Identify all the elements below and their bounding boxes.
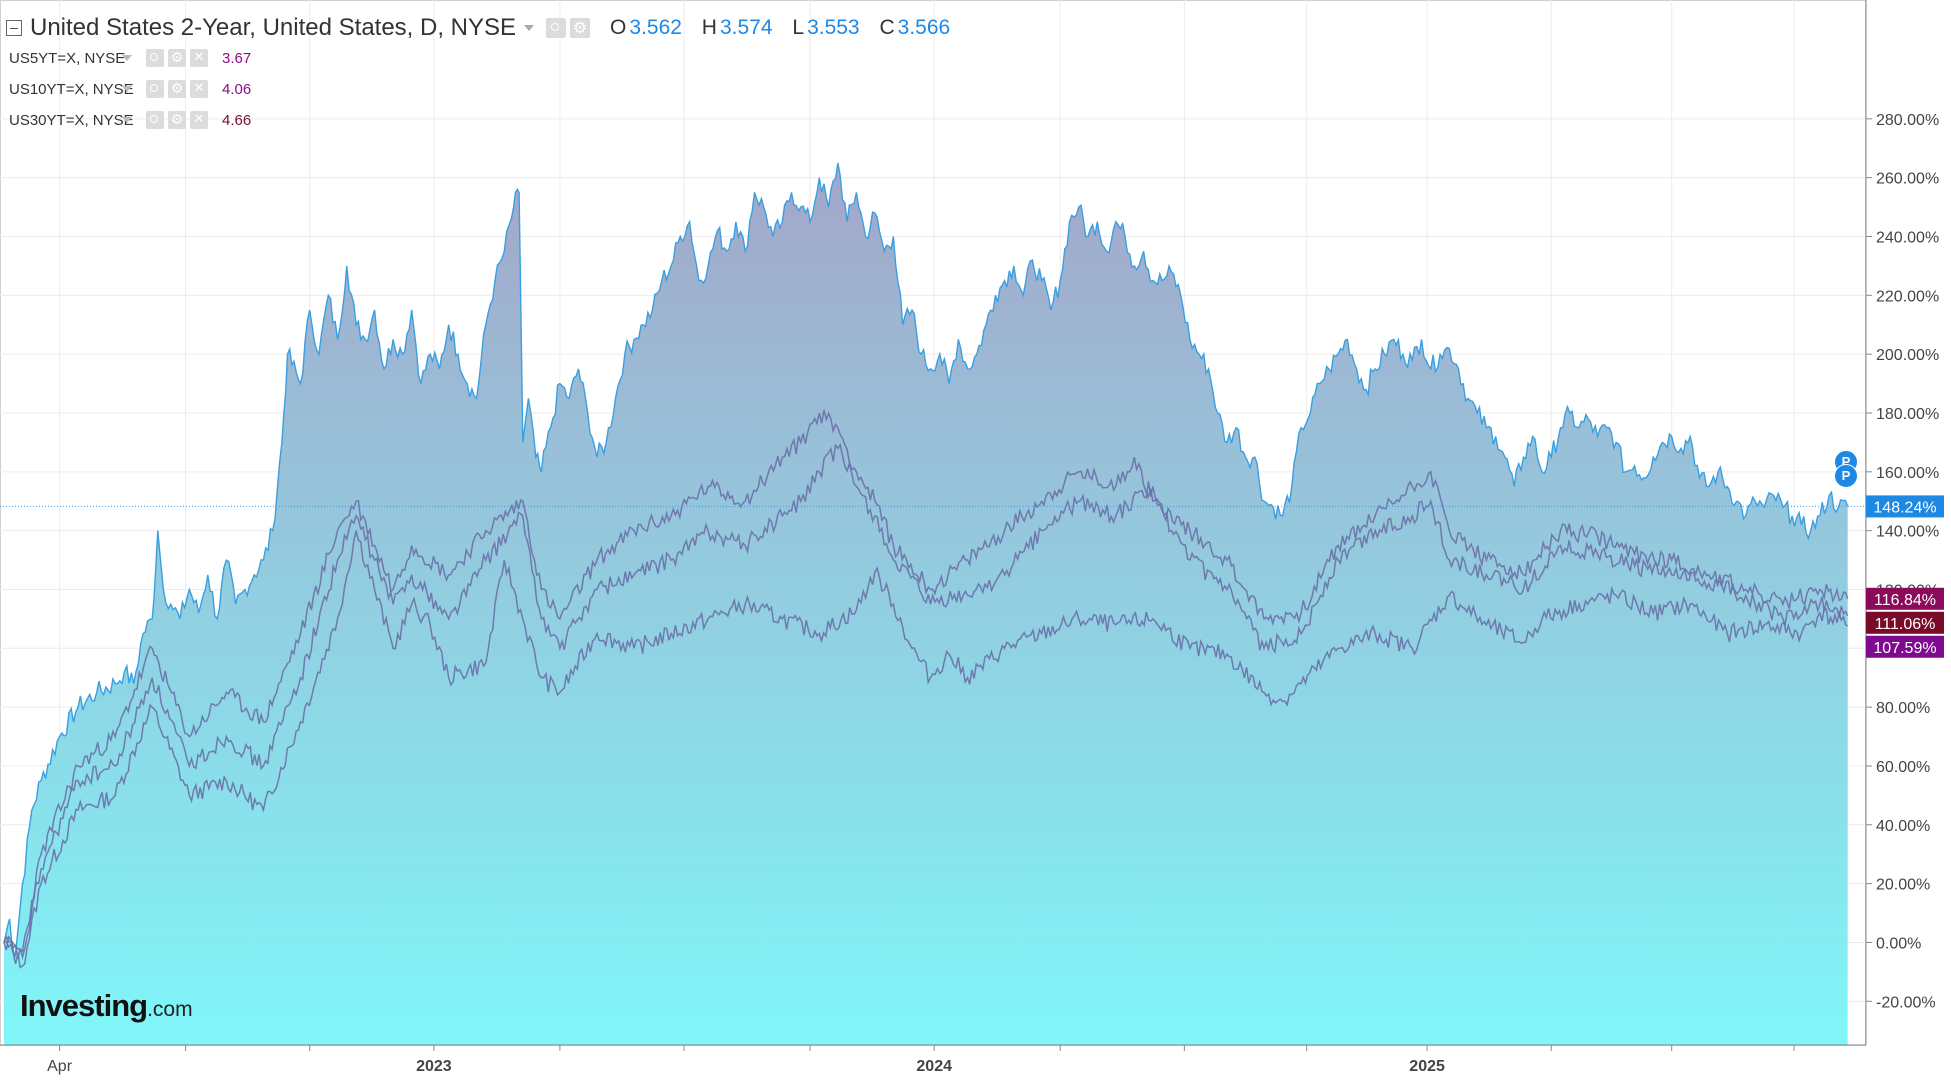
remove-close-icon[interactable] — [190, 111, 208, 129]
investing-logo: Investing.com — [20, 988, 193, 1024]
settings-gear-icon[interactable] — [168, 111, 186, 129]
title-dropdown-icon[interactable] — [524, 25, 535, 31]
y-tick-label: 40.00% — [1876, 818, 1930, 835]
y-tick-label: 240.00% — [1876, 229, 1939, 246]
series-line-us2y — [3, 162, 1849, 958]
overlay-value: 4.06 — [222, 80, 252, 98]
y-tick-label: 60.00% — [1876, 759, 1930, 776]
ohlc-close-value: 3.566 — [897, 16, 951, 39]
price-label-text: 111.06% — [1875, 616, 1936, 633]
x-tick-label: 2025 — [1409, 1058, 1445, 1075]
price-label-text: 107.59% — [1873, 640, 1936, 657]
series-line-us5ytx — [3, 530, 1849, 969]
overlay-row-us5y: US5YT=X, NYSE 3.67 — [9, 47, 251, 69]
overlay-row-us10y: US10YT=X, NYSE 4.06 — [9, 78, 251, 100]
overlay-row-us30y: US30YT=X, NYSE 4.66 — [9, 109, 251, 131]
y-tick-label: 80.00% — [1876, 700, 1930, 717]
ohlc-open-value: 3.562 — [629, 16, 682, 39]
series-line-us30ytx — [3, 409, 1849, 953]
y-tick-label: 220.00% — [1876, 288, 1939, 305]
price-label-box — [1866, 495, 1944, 518]
y-tick-label: -20.00% — [1876, 994, 1936, 1011]
price-label-box — [1866, 635, 1944, 658]
overlay-value: 3.67 — [222, 49, 252, 67]
pivot-badge[interactable]: P — [1834, 464, 1858, 489]
visibility-icon[interactable] — [146, 49, 164, 67]
y-tick-label: 280.00% — [1876, 112, 1939, 129]
visibility-icon[interactable] — [146, 111, 164, 129]
ohlc-low-value: 3.553 — [807, 16, 860, 39]
price-label-text: 116.84% — [1874, 592, 1936, 609]
series-line-us10ytx — [3, 442, 1849, 961]
overlay-symbol: US5YT=X, NYSE — [9, 49, 126, 67]
price-label-box — [1866, 587, 1944, 610]
series-area-us2y — [4, 163, 1848, 1045]
legend: United States 2-Year, United States, D, … — [0, 0, 1200, 140]
ohlc-high-key: H — [701, 16, 717, 39]
logo-brand: Investing — [20, 988, 148, 1023]
y-tick-label: 140.00% — [1876, 524, 1939, 541]
visibility-icon[interactable] — [146, 80, 164, 98]
settings-gear-icon[interactable] — [168, 49, 186, 67]
y-tick-label: 160.00% — [1876, 465, 1939, 482]
y-tick-label: 0.00% — [1876, 935, 1921, 952]
remove-close-icon[interactable] — [190, 49, 208, 67]
overlay-dropdown-icon[interactable] — [122, 117, 132, 123]
logo-domain: .com — [147, 998, 193, 1021]
collapse-icon[interactable] — [6, 20, 22, 36]
remove-close-icon[interactable] — [190, 80, 208, 98]
price-label-text: 148.24% — [1873, 499, 1936, 516]
overlay-dropdown-icon[interactable] — [122, 55, 132, 61]
ohlc-high-value: 3.574 — [719, 16, 773, 39]
overlay-symbol: US10YT=X, NYSE — [9, 80, 134, 98]
x-tick-label: Apr — [47, 1058, 73, 1075]
ohlc-values: O 3.562 H 3.574 L 3.553 C 3.566 — [610, 16, 964, 40]
visibility-icon[interactable] — [546, 18, 567, 38]
x-tick-label: 2023 — [416, 1058, 452, 1075]
label-layer: 148.24% 116.84% 111.06% 107.59% — [1866, 495, 1944, 658]
price-label-box — [1866, 611, 1944, 634]
overlay-value: 4.66 — [222, 111, 252, 129]
overlay-dropdown-icon[interactable] — [122, 86, 132, 92]
series-layer — [0, 162, 1866, 1045]
y-tick-label: 20.00% — [1876, 877, 1930, 894]
y-tick-label: 180.00% — [1876, 406, 1939, 423]
legend-main-row: United States 2-Year, United States, D, … — [6, 12, 964, 44]
y-tick-label: 260.00% — [1876, 171, 1939, 188]
chart-title: United States 2-Year, United States, D, … — [30, 14, 517, 41]
y-tick-label: 200.00% — [1876, 347, 1939, 364]
settings-gear-icon[interactable] — [168, 80, 186, 98]
ohlc-close-key: C — [879, 16, 895, 39]
x-tick-label: 2024 — [916, 1058, 952, 1075]
ohlc-low-key: L — [792, 16, 805, 39]
overlay-symbol: US30YT=X, NYSE — [9, 111, 134, 129]
ohlc-open-key: O — [610, 16, 627, 39]
settings-gear-icon[interactable] — [570, 18, 591, 38]
